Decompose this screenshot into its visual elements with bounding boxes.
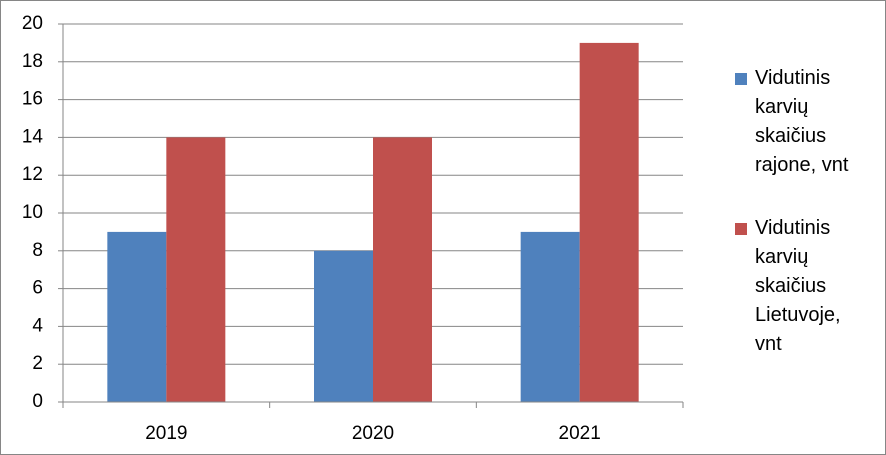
- legend-swatch: [735, 223, 747, 235]
- y-tick-label: 6: [32, 278, 43, 299]
- legend-item: Vidutinis karvių skaičius rajone, vnt: [735, 64, 867, 180]
- bar: [579, 42, 639, 403]
- bar: [166, 137, 226, 402]
- y-tick-label: 2: [32, 353, 43, 374]
- legend-label: Vidutinis karvių skaičius rajone, vnt: [755, 67, 849, 176]
- y-tick-label: 14: [22, 126, 44, 147]
- y-tick-label: 10: [22, 202, 43, 223]
- x-tick-label: 2020: [352, 423, 394, 444]
- y-tick-label: 0: [32, 391, 43, 412]
- y-tick-label: 4: [32, 315, 43, 336]
- y-tick-label: 18: [22, 51, 43, 72]
- bar: [107, 231, 167, 402]
- x-tick-label: 2021: [559, 423, 601, 444]
- y-tick-label: 16: [22, 89, 43, 110]
- legend-item: Vidutinis karvių skaičius Lietuvoje, vnt: [735, 214, 867, 359]
- legend-label: Vidutinis karvių skaičius Lietuvoje, vnt: [755, 217, 841, 355]
- bar: [373, 137, 432, 402]
- y-tick-label: 12: [22, 164, 43, 185]
- bar: [314, 250, 373, 402]
- x-tick-label: 2019: [145, 423, 187, 444]
- legend-swatch: [735, 73, 747, 85]
- y-tick-label: 20: [22, 13, 43, 34]
- y-tick-label: 8: [32, 240, 43, 261]
- bar: [520, 231, 580, 402]
- legend: Vidutinis karvių skaičius rajone, vnt Vid…: [735, 64, 875, 393]
